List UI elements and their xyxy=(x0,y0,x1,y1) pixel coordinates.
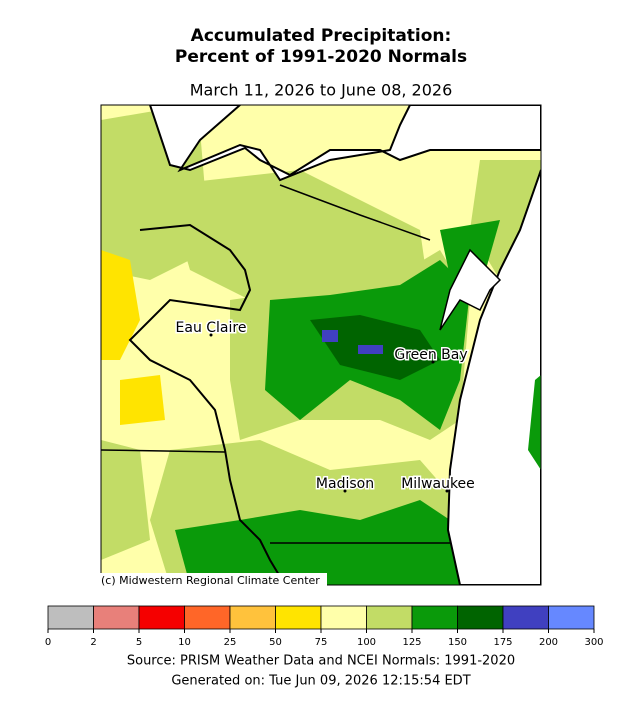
city-label: Eau Claire xyxy=(176,320,247,336)
colorbar-segment xyxy=(138,605,185,630)
colorbar-tick-label: 175 xyxy=(493,637,512,648)
title: Accumulated Precipitation: xyxy=(191,26,452,46)
map xyxy=(101,105,541,585)
colorbar-segment xyxy=(320,605,367,630)
colorbar-segment xyxy=(93,605,140,630)
colorbar-tick-label: 2 xyxy=(90,637,96,648)
source: Source: PRISM Weather Data and NCEI Norm… xyxy=(127,654,515,669)
colorbar-tick-label: 75 xyxy=(315,637,328,648)
colorbar-tick-label: 10 xyxy=(178,637,191,648)
colorbar-tick-label: 5 xyxy=(136,637,142,648)
colorbar-segment xyxy=(47,605,94,630)
colorbar-tick-label: 125 xyxy=(402,637,421,648)
generated: Generated on: Tue Jun 09, 2026 12:15:54 … xyxy=(171,674,470,689)
colorbar-tick-label: 300 xyxy=(584,637,603,648)
subtitle: March 11, 2026 to June 08, 2026 xyxy=(190,81,453,100)
colorbar-segment xyxy=(457,605,504,630)
colorbar: 0 2 5 10 25 50 75 100 125 150 175 200 300 xyxy=(45,605,604,648)
colorbar-tick-label: 50 xyxy=(269,637,282,648)
colorbar-tick-label: 25 xyxy=(224,637,237,648)
colorbar-segment xyxy=(184,605,231,630)
colorbar-tick-label: 0 xyxy=(45,637,51,648)
colorbar-tick-label: 200 xyxy=(539,637,558,648)
colorbar-tick-label: 100 xyxy=(357,637,376,648)
city-label: Green Bay xyxy=(394,347,467,363)
colorbar-tick-label: 150 xyxy=(448,637,467,648)
colorbar-segment xyxy=(229,605,276,630)
colorbar-segment xyxy=(502,605,549,630)
colorbar-segment xyxy=(275,605,322,630)
title: Percent of 1991-2020 Normals xyxy=(175,47,467,67)
colorbar-segment xyxy=(366,605,413,630)
colorbar-segment xyxy=(411,605,458,630)
city-label: Madison xyxy=(316,476,374,492)
credit: (c) Midwestern Regional Climate Center xyxy=(101,574,320,587)
city-label: Milwaukee xyxy=(401,476,475,492)
colorbar-segment xyxy=(548,605,595,630)
